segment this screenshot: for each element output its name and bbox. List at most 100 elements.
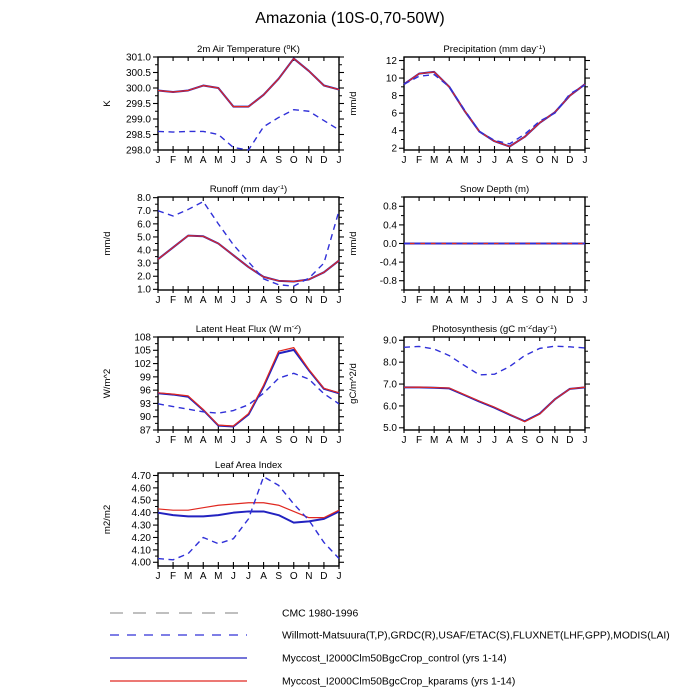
latent-heat-flux-ylabel: W/m^2: [102, 369, 113, 399]
photosynthesis-xtick-9: O: [536, 435, 544, 446]
precipitation-ytick-2: 6: [391, 109, 397, 120]
air-temperature-series-control: [157, 57, 340, 108]
leaf-area-index-series-kparams: [157, 502, 340, 519]
leaf-area-index-ytick-5: 4.50: [132, 496, 152, 507]
leaf-area-index-xtick-8: S: [275, 571, 282, 582]
latent-heat-flux-xtick-8: S: [275, 435, 282, 446]
air-temperature-xtick-2: M: [184, 155, 192, 166]
air-temperature-ytick-4: 300.0: [126, 83, 151, 94]
leaf-area-index-ylabel: m2/m2: [102, 505, 113, 534]
air-temperature-xtick-4: M: [214, 155, 222, 166]
panel-snow-depth: Snow Depth (m)J F M A M J J A S O N D J-0.8-0.40.00.…: [348, 185, 590, 306]
leaf-area-index-ytick-6: 4.60: [132, 483, 152, 494]
legend-label-control: Myccost_I2000Clm50BgcCrop_control (yrs 1…: [282, 654, 507, 665]
precipitation-xtick-12: J: [583, 155, 588, 166]
panel-runoff: Runoff (mm day-1)J F M A M J J A S O N D J1.02.03.04…: [102, 185, 344, 306]
precipitation-xtick-1: F: [416, 155, 422, 166]
runoff-xtick-7: A: [260, 295, 267, 306]
snow-depth-xtick-11: D: [566, 295, 573, 306]
runoff-xtick-2: M: [184, 295, 192, 306]
photosynthesis-xtick-7: A: [506, 435, 513, 446]
runoff-ytick-6: 7.0: [137, 206, 151, 217]
leaf-area-index-ytick-2: 4.20: [132, 533, 152, 544]
photosynthesis-xtick-4: M: [460, 435, 468, 446]
latent-heat-flux-series-obs: [157, 372, 340, 414]
air-temperature-ytick-1: 298.5: [126, 130, 151, 141]
leaf-area-index-xtick-11: D: [320, 571, 327, 582]
panel-precipitation: Precipitation (mm day-1)J F M A M J J A S O N D J246…: [348, 45, 590, 166]
snow-depth-ytick-1: -0.4: [380, 258, 398, 269]
precipitation-ylabel: mm/d: [348, 92, 359, 116]
photosynthesis-xtick-1: F: [416, 435, 422, 446]
leaf-area-index-xtick-1: F: [170, 571, 176, 582]
precipitation-xtick-9: O: [536, 155, 544, 166]
photosynthesis-ytick-3: 8.0: [383, 358, 397, 369]
latent-heat-flux-ytick-6: 105: [134, 346, 151, 357]
legend-label-kparams: Myccost_I2000Clm50BgcCrop_kparams (yrs 1…: [282, 677, 515, 688]
precipitation-xtick-6: J: [492, 155, 497, 166]
leaf-area-index-xtick-6: J: [246, 571, 251, 582]
air-temperature-xtick-11: D: [320, 155, 327, 166]
snow-depth-title: Snow Depth (m): [460, 185, 529, 195]
latent-heat-flux-plot-frame: [157, 336, 340, 431]
runoff-ytick-4: 5.0: [137, 232, 151, 243]
latent-heat-flux-ytick-2: 93: [140, 399, 152, 410]
latent-heat-flux-xtick-10: N: [305, 435, 312, 446]
latent-heat-flux-series-control: [157, 348, 340, 428]
snow-depth-xtick-1: F: [416, 295, 422, 306]
leaf-area-index-xtick-7: A: [260, 571, 267, 582]
leaf-area-index-ytick-3: 4.30: [132, 520, 152, 531]
runoff-xtick-12: J: [337, 295, 342, 306]
leaf-area-index-xtick-5: J: [231, 571, 236, 582]
air-temperature-ytick-0: 298.0: [126, 145, 151, 156]
photosynthesis-title: Photosynthesis (gC m-2day-1): [432, 325, 557, 335]
leaf-area-index-xtick-3: A: [200, 571, 207, 582]
latent-heat-flux-ytick-0: 87: [140, 425, 152, 436]
runoff-title: Runoff (mm day-1): [210, 185, 288, 195]
latent-heat-flux-xtick-2: M: [184, 435, 192, 446]
photosynthesis-series-control: [404, 386, 586, 423]
runoff-xtick-8: S: [275, 295, 282, 306]
latent-heat-flux-xtick-11: D: [320, 435, 327, 446]
photosynthesis-xtick-0: J: [402, 435, 407, 446]
runoff-xtick-1: F: [170, 295, 176, 306]
precipitation-ytick-3: 8: [391, 91, 397, 102]
runoff-xtick-0: J: [156, 295, 161, 306]
latent-heat-flux-xtick-5: J: [231, 435, 236, 446]
page-title: Amazonia (10S-0,70-50W): [255, 10, 445, 27]
air-temperature-xtick-1: F: [170, 155, 176, 166]
snow-depth-xtick-10: N: [551, 295, 558, 306]
legend-svg: CMC 1980-1996 Willmott-Matsuura(T,P),GRDC…: [110, 609, 670, 688]
photosynthesis-ytick-4: 9.0: [383, 336, 397, 347]
photosynthesis-ytick-1: 6.0: [383, 401, 397, 412]
photosynthesis-xtick-2: M: [430, 435, 438, 446]
leaf-area-index-xtick-4: M: [214, 571, 222, 582]
latent-heat-flux-ytick-3: 96: [140, 386, 152, 397]
snow-depth-ytick-3: 0.4: [383, 220, 397, 231]
leaf-area-index-ytick-0: 4.00: [132, 558, 152, 569]
snow-depth-ytick-0: -0.8: [380, 276, 398, 287]
precipitation-ytick-0: 2: [391, 144, 397, 155]
leaf-area-index-xtick-12: J: [337, 571, 342, 582]
legend-label-obs: Willmott-Matsuura(T,P),GRDC(R),USAF/ETAC…: [282, 631, 670, 642]
leaf-area-index-xtick-2: M: [184, 571, 192, 582]
leaf-area-index-ytick-7: 4.70: [132, 471, 152, 482]
runoff-ytick-3: 4.0: [137, 245, 151, 256]
latent-heat-flux-xtick-1: F: [170, 435, 176, 446]
photosynthesis-xtick-8: S: [521, 435, 528, 446]
snow-depth-ytick-2: 0.0: [383, 239, 397, 250]
precipitation-ytick-1: 4: [391, 126, 397, 137]
panel-air-temperature: 2m Air Temperature (oK)J F M A M J J A S O N D J298.…: [102, 45, 344, 166]
photosynthesis-ylabel: gC/m^2/d: [348, 363, 359, 404]
photosynthesis-xtick-5: J: [477, 435, 482, 446]
latent-heat-flux-xtick-6: J: [246, 435, 251, 446]
runoff-ytick-1: 2.0: [137, 272, 151, 283]
runoff-xtick-6: J: [246, 295, 251, 306]
photosynthesis-plot-frame: [403, 336, 586, 431]
latent-heat-flux-xtick-3: A: [200, 435, 207, 446]
latent-heat-flux-ytick-4: 99: [140, 372, 152, 383]
panel-photosynthesis: Photosynthesis (gC m-2day-1)J F M A M J J A S O N D…: [348, 325, 590, 446]
runoff-ytick-0: 1.0: [137, 285, 151, 296]
